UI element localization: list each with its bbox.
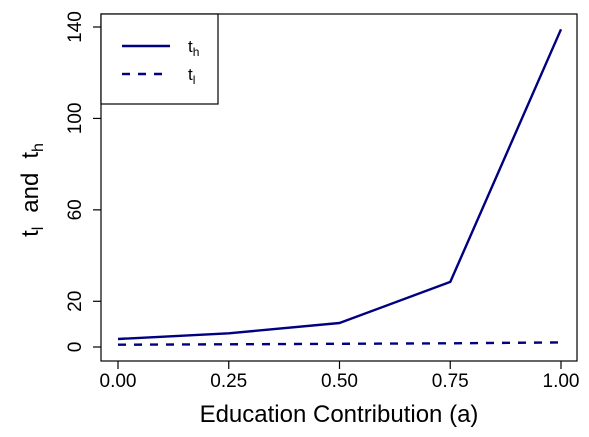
legend-label-tl: tl (188, 65, 195, 87)
y-tick-label: 0 (65, 342, 86, 353)
series-layer (117, 28, 563, 346)
x-tick-label: 0.50 (321, 371, 358, 392)
x-tick-label: 0.25 (210, 371, 247, 392)
y-tick-label: 140 (65, 11, 86, 43)
series-line-th (117, 28, 563, 341)
legend-label-th: th (188, 37, 199, 59)
x-axis-title: Education Contribution (a) (200, 401, 479, 428)
y-tick-label: 20 (65, 291, 86, 312)
x-axis: 0.00 0.25 0.50 0.75 1.00 (100, 361, 580, 392)
y-tick-label: 100 (65, 103, 86, 135)
x-tick-label: 1.00 (543, 371, 580, 392)
y-tick-label: 60 (65, 199, 86, 220)
x-tick-label: 0.00 (100, 371, 137, 392)
x-tick-label: 0.75 (432, 371, 469, 392)
legend: th tl (100, 13, 219, 105)
series-line-tl (117, 341, 562, 346)
legend-box (100, 13, 219, 105)
y-axis-title: tlandth (17, 143, 47, 237)
y-axis: 0 20 60 100 140 (65, 11, 101, 352)
